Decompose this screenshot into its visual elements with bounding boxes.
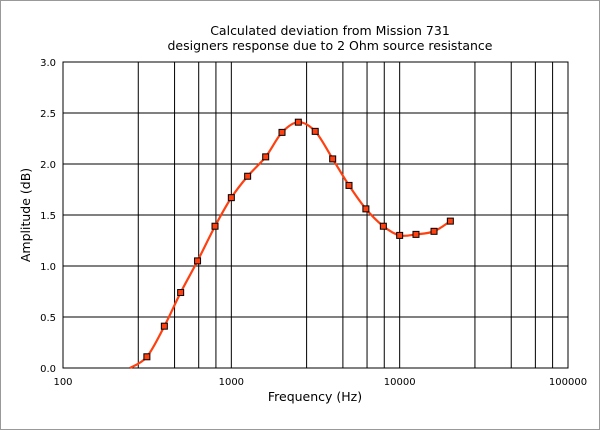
- data-point: [160, 322, 168, 330]
- y-tick-label: 2.5: [40, 109, 56, 120]
- data-point: [211, 222, 219, 230]
- data-point: [379, 222, 387, 230]
- data-point: [194, 257, 202, 265]
- y-tick-label: 1.0: [40, 262, 56, 273]
- x-tick-label: 100: [53, 377, 72, 388]
- tick-labels: 0.0 0.5 1.0 1.5 2.0 2.5 3.0 100 1000 10000 100000: [40, 58, 587, 388]
- data-point: [412, 230, 420, 238]
- y-tick-label: 3.0: [40, 58, 56, 69]
- x-tick-label: 100000: [549, 377, 587, 388]
- data-point: [311, 127, 319, 135]
- x-tick-label: 1000: [219, 377, 244, 388]
- data-point: [143, 353, 151, 361]
- data-point: [362, 205, 370, 213]
- data-point: [177, 289, 185, 297]
- series: [129, 118, 454, 369]
- data-point: [430, 227, 438, 235]
- data-point: [244, 172, 252, 180]
- data-point: [329, 155, 337, 163]
- y-tick-label: 0.5: [40, 313, 56, 324]
- data-point: [262, 153, 270, 161]
- chart-title-line-1: Calculated deviation from Mission 731: [210, 23, 450, 38]
- plot-frame: [62, 61, 569, 369]
- chart-title-line-2: designers response due to 2 Ohm source r…: [168, 38, 493, 53]
- x-axis-label: Frequency (Hz): [268, 389, 362, 404]
- data-point: [446, 217, 454, 225]
- data-point: [396, 231, 404, 239]
- data-point: [294, 118, 302, 126]
- data-point: [345, 181, 353, 189]
- y-tick-label: 0.0: [40, 364, 56, 375]
- y-tick-label: 1.5: [40, 211, 56, 222]
- data-point: [278, 128, 286, 136]
- y-axis-label: Amplitude (dB): [18, 168, 33, 262]
- y-tick-label: 2.0: [40, 160, 56, 171]
- x-tick-label: 10000: [384, 377, 416, 388]
- data-point: [227, 194, 235, 202]
